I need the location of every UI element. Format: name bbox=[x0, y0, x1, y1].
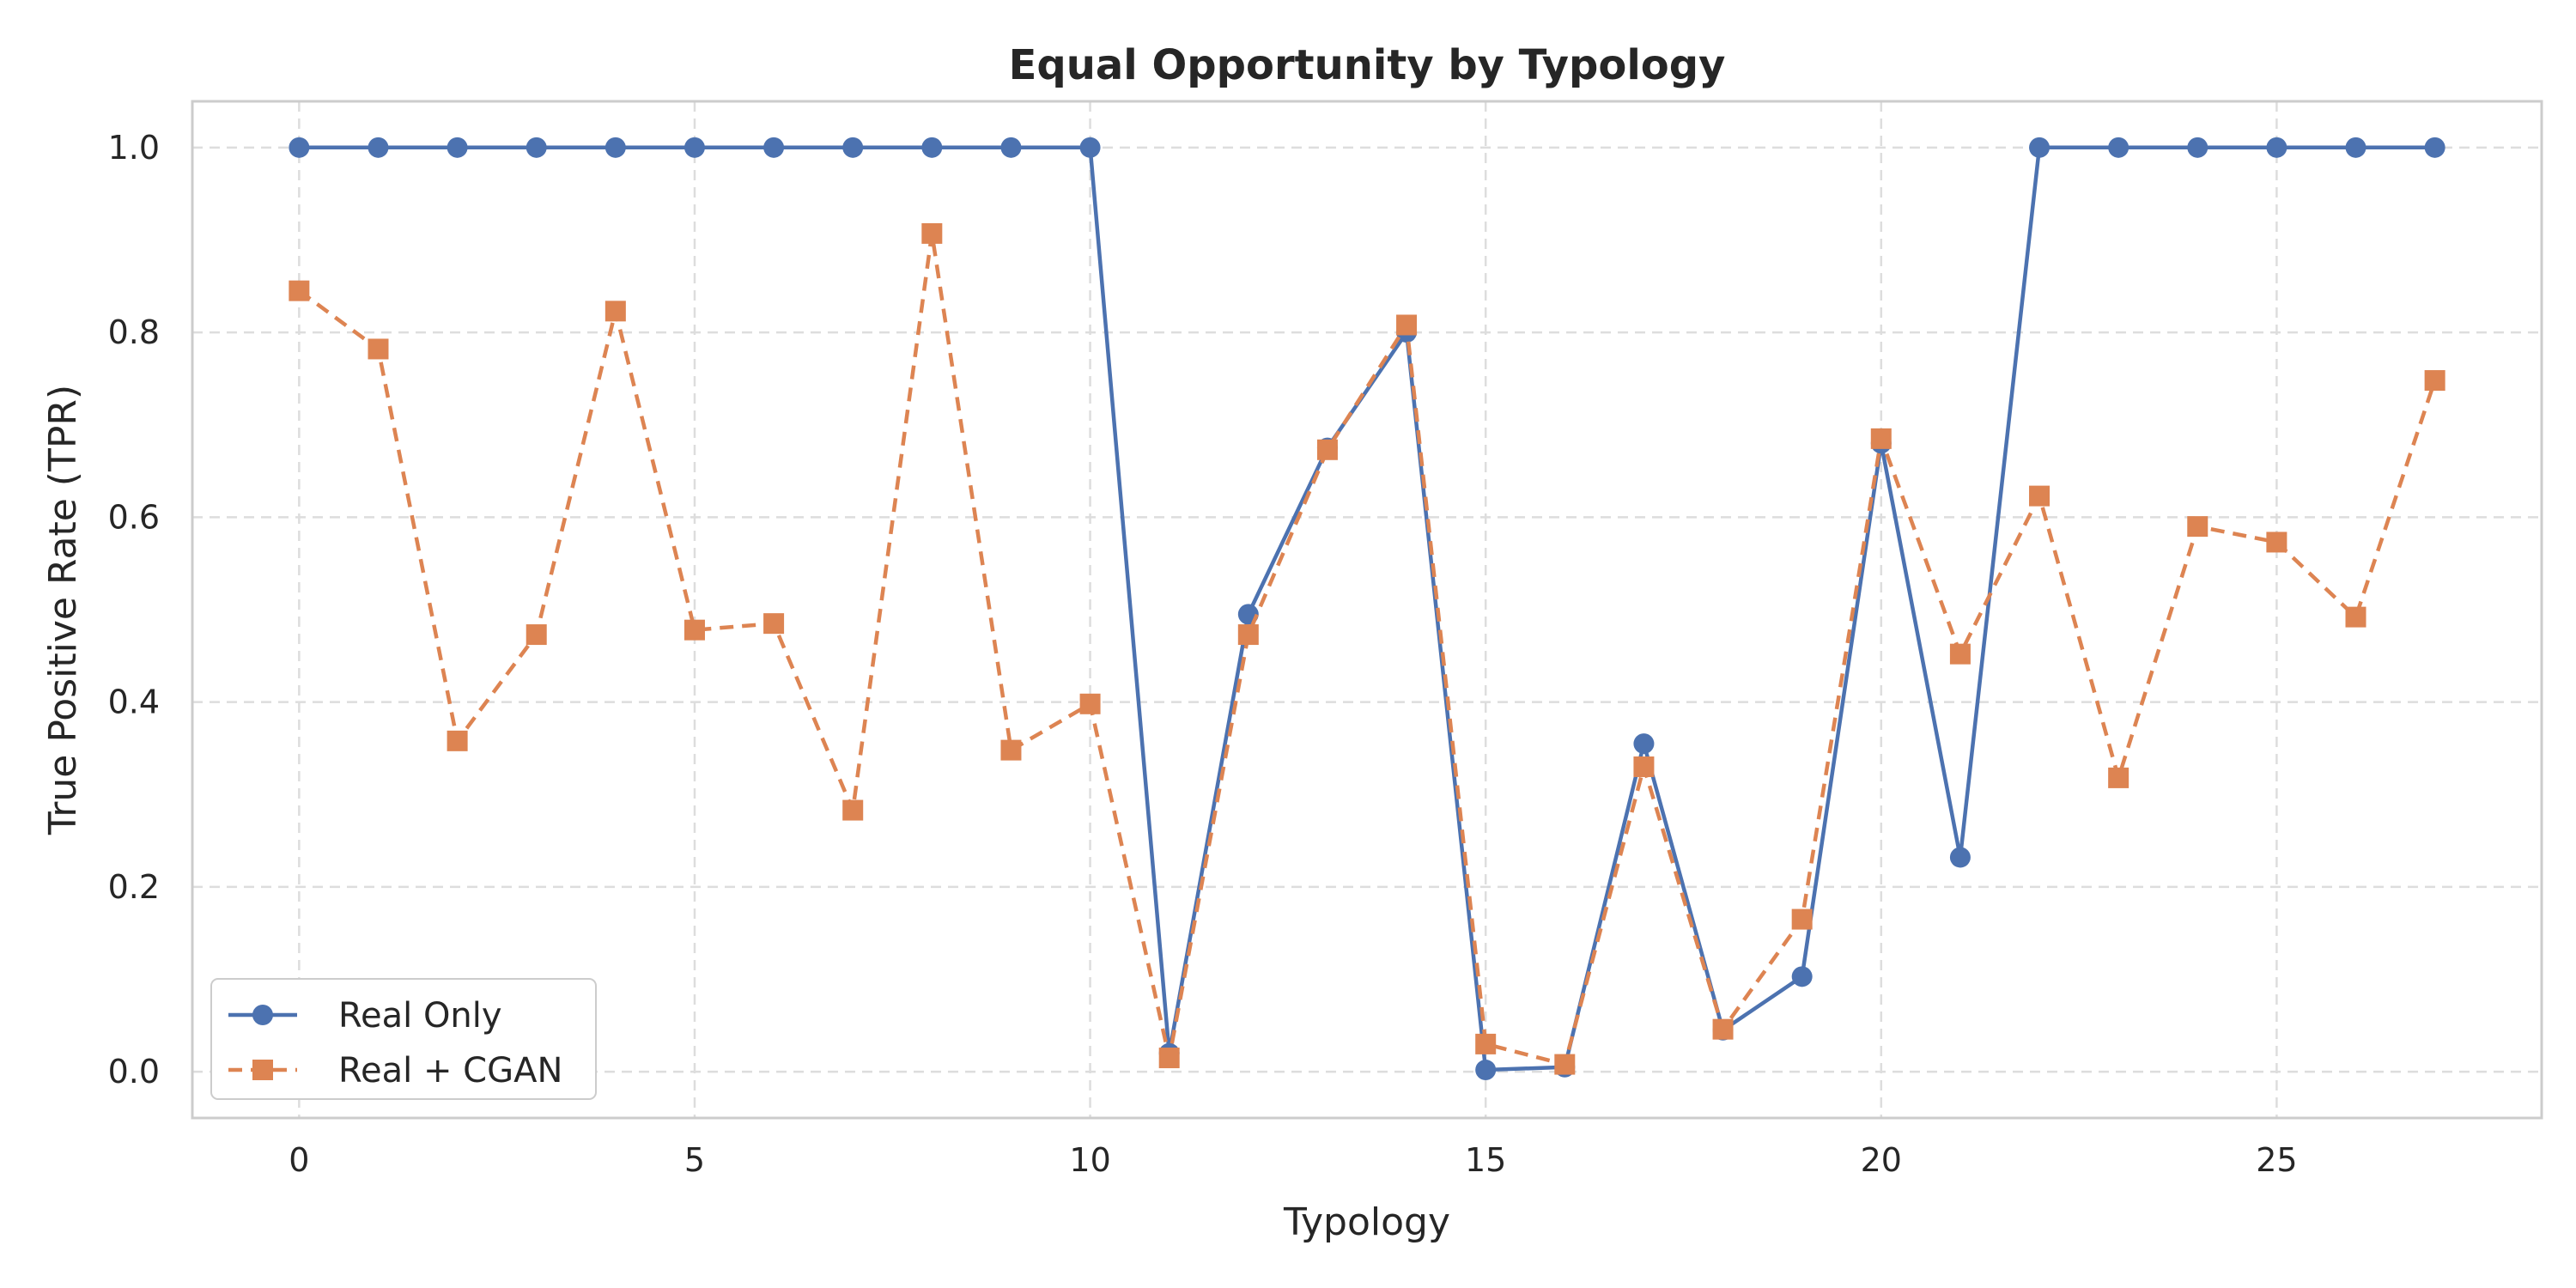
data-point bbox=[683, 137, 705, 158]
data-point bbox=[921, 137, 943, 158]
legend-marker bbox=[252, 1005, 273, 1025]
data-point bbox=[526, 624, 547, 646]
data-point bbox=[368, 338, 389, 360]
data-point bbox=[605, 301, 626, 322]
data-point bbox=[2108, 137, 2129, 158]
data-point bbox=[447, 730, 468, 751]
data-point bbox=[1475, 1033, 1497, 1054]
data-point bbox=[1712, 1018, 1734, 1040]
data-point bbox=[1633, 733, 1655, 755]
data-point bbox=[1079, 693, 1101, 714]
data-point bbox=[1237, 624, 1259, 646]
data-point bbox=[526, 137, 547, 158]
x-tick-label: 5 bbox=[684, 1141, 705, 1179]
chart-title: Equal Opportunity by Typology bbox=[1009, 41, 1726, 89]
data-point bbox=[1000, 739, 1022, 761]
y-tick-label: 0.2 bbox=[108, 868, 160, 906]
x-tick-label: 15 bbox=[1465, 1141, 1506, 1179]
data-point bbox=[1949, 643, 1971, 665]
data-point bbox=[605, 137, 626, 158]
legend-item: Real Only bbox=[228, 996, 502, 1036]
data-point bbox=[1079, 137, 1101, 158]
data-point bbox=[1870, 428, 1892, 449]
legend-box bbox=[210, 978, 597, 1100]
data-point bbox=[2029, 137, 2050, 158]
data-point bbox=[1791, 908, 1813, 930]
x-tick-label: 10 bbox=[1069, 1141, 1110, 1179]
data-point bbox=[368, 137, 389, 158]
x-tick-label: 20 bbox=[1861, 1141, 1902, 1179]
series-line bbox=[299, 145, 2435, 1072]
data-point bbox=[289, 137, 310, 158]
legend-marker bbox=[252, 1060, 273, 1080]
grid bbox=[192, 101, 2542, 1118]
data-point bbox=[2108, 767, 2129, 788]
y-tick-label: 0.0 bbox=[108, 1053, 160, 1091]
data-point bbox=[842, 799, 864, 821]
data-point bbox=[2266, 532, 2287, 553]
data-point bbox=[1396, 314, 1418, 336]
y-tick-label: 0.8 bbox=[108, 313, 160, 351]
y-tick-label: 1.0 bbox=[108, 129, 160, 167]
legend-label: Real Only bbox=[338, 996, 502, 1036]
series-1 bbox=[289, 222, 2445, 1075]
data-point bbox=[921, 222, 943, 244]
legend-label: Real + CGAN bbox=[338, 1051, 562, 1091]
data-point bbox=[447, 137, 468, 158]
y-axis-title: True Positive Rate (TPR) bbox=[41, 385, 85, 835]
data-point bbox=[2187, 137, 2208, 158]
data-point bbox=[1633, 756, 1655, 777]
data-point bbox=[2029, 485, 2050, 507]
data-point bbox=[763, 613, 785, 635]
data-point bbox=[2266, 137, 2287, 158]
tick-labels: 0 5 10 15 20 25 0.0 0.2 0.4 0.6 0.8 1.0 bbox=[108, 129, 2298, 1179]
x-tick-label: 0 bbox=[289, 1141, 309, 1179]
legend-item: Real + CGAN bbox=[228, 1051, 562, 1091]
data-point bbox=[2345, 137, 2366, 158]
y-tick-label: 0.6 bbox=[108, 498, 160, 536]
data-point bbox=[2187, 516, 2208, 538]
data-point bbox=[2424, 370, 2445, 392]
data-point bbox=[1158, 1048, 1180, 1069]
data-point bbox=[1475, 1060, 1497, 1081]
data-point bbox=[1554, 1054, 1576, 1075]
series-layer bbox=[289, 137, 2445, 1081]
data-point bbox=[2345, 606, 2366, 628]
legend-items: Real Only Real + CGAN bbox=[228, 996, 562, 1091]
x-axis-title: Typology bbox=[1283, 1200, 1450, 1244]
data-point bbox=[1791, 966, 1813, 987]
data-point bbox=[1000, 137, 1022, 158]
plot-frame bbox=[191, 100, 2543, 1120]
data-point bbox=[1949, 847, 1971, 868]
data-point bbox=[1316, 439, 1338, 460]
data-point bbox=[683, 619, 705, 641]
series-line bbox=[298, 231, 2437, 1066]
data-point bbox=[763, 137, 785, 158]
x-tick-label: 25 bbox=[2256, 1141, 2297, 1179]
data-point bbox=[2424, 137, 2445, 158]
y-tick-label: 0.4 bbox=[108, 683, 160, 721]
data-point bbox=[842, 137, 864, 158]
data-point bbox=[289, 280, 310, 301]
legend: Real Only Real + CGAN bbox=[210, 978, 597, 1100]
